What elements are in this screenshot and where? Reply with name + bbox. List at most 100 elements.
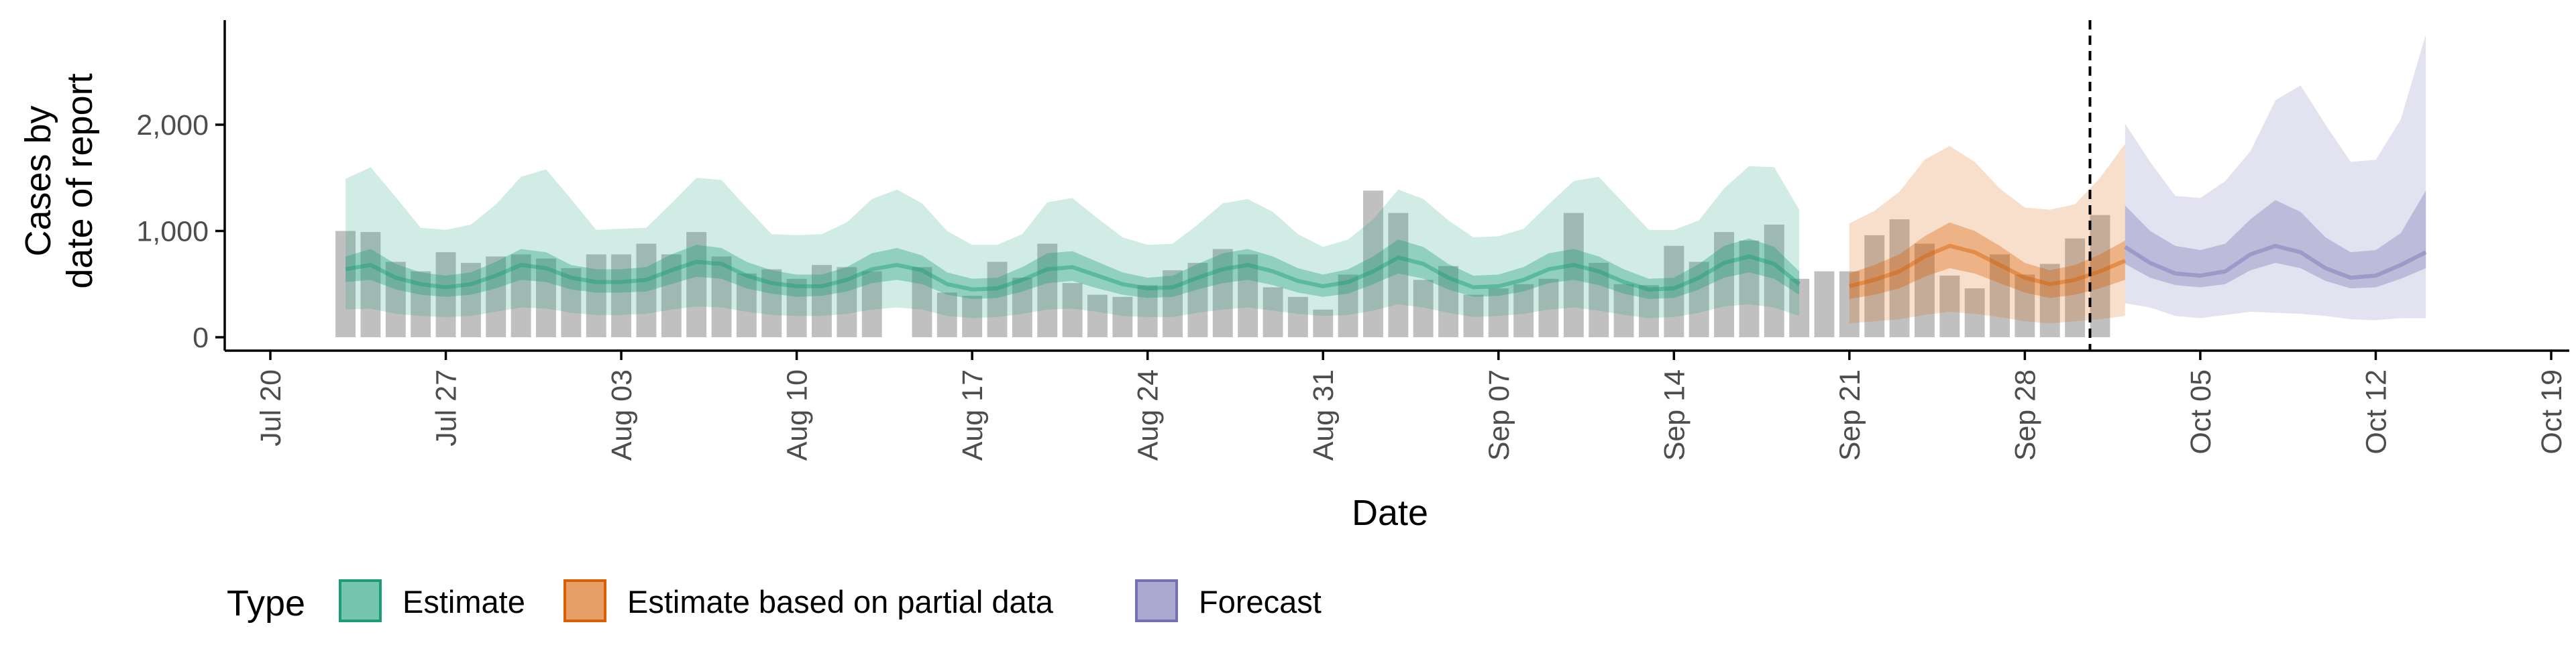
reported-cases-bar <box>2039 263 2060 337</box>
outer-interval-ribbon <box>345 166 1800 318</box>
reported-cases-bar <box>1714 232 1734 337</box>
reported-cases-bar <box>1639 285 1659 337</box>
reported-cases-bar <box>1238 254 1258 337</box>
y-tick-label: 2,000 <box>136 109 209 141</box>
outer-interval-ribbon <box>2125 34 2426 320</box>
reported-cases-bar <box>1688 261 1709 337</box>
x-axis-title: Date <box>1352 493 1428 533</box>
series-estimate-based-on-partial-data <box>1849 143 2126 324</box>
reported-cases-bar <box>661 254 682 337</box>
reported-cases-bar <box>1563 213 1584 337</box>
legend-entry-label: Forecast <box>1199 584 1322 620</box>
reported-cases-bar <box>1413 280 1434 337</box>
x-tick-label: Aug 31 <box>1307 369 1340 461</box>
legend-key-swatch <box>339 579 382 622</box>
reported-cases-bar <box>1513 284 1534 338</box>
reported-cases-bar <box>1363 190 1383 337</box>
reported-cases-bar <box>861 271 882 337</box>
legend-entry: Estimate based on partial data <box>564 579 1054 622</box>
reported-cases-bar <box>461 263 481 337</box>
reported-cases-bar <box>1538 278 1559 337</box>
reported-cases-bar <box>1062 283 1083 337</box>
reported-cases-bar <box>1313 309 1334 337</box>
reported-cases-bar <box>536 258 556 337</box>
reported-cases-bar <box>1964 288 1985 337</box>
reported-cases-bar <box>511 254 531 337</box>
reported-cases-bar <box>1864 235 1885 337</box>
reported-cases-bar <box>1388 213 1409 337</box>
legend-entry: Forecast <box>1135 579 1322 622</box>
y-tick-label: 0 <box>193 322 209 354</box>
outer-interval-ribbon <box>1849 143 2125 324</box>
x-tick-label: Sep 21 <box>1834 369 1866 461</box>
reported-cases-bar <box>1613 284 1634 338</box>
reported-cases-bar <box>561 268 582 337</box>
inner-interval-ribbon <box>1849 222 2125 299</box>
reported-cases-bar <box>936 292 957 337</box>
legend: Type Estimate Estimate based on partial da… <box>227 579 1322 624</box>
reported-cases-bar <box>1212 249 1233 337</box>
reported-cases-bar <box>1187 263 1208 337</box>
reported-cases-bar <box>962 296 983 337</box>
legend-entry-label: Estimate based on partial data <box>627 584 1054 620</box>
reported-cases-bar <box>711 256 732 337</box>
x-tick-label: Aug 10 <box>782 369 814 461</box>
reported-cases-bar <box>1889 219 1910 337</box>
reported-cases-bar <box>1112 296 1133 337</box>
x-tick-label: Oct 05 <box>2185 369 2217 455</box>
legend-entry-label: Estimate <box>402 584 525 620</box>
reported-cases-bar <box>1287 296 1308 337</box>
x-tick-label: Jul 20 <box>255 369 287 447</box>
reported-cases-bar <box>1739 240 1760 337</box>
estimate-ribbons <box>345 34 2427 324</box>
reported-cases-bar <box>411 271 431 337</box>
reported-cases-bar <box>2065 238 2086 337</box>
reported-cases-bar <box>912 267 932 337</box>
x-tick-label: Sep 07 <box>1483 369 1515 461</box>
x-tick-label: Sep 28 <box>2009 369 2041 461</box>
reported-cases-bar <box>1990 254 2010 337</box>
reported-cases-bars <box>335 190 2110 338</box>
median-line <box>2124 243 2427 280</box>
reported-cases-bar <box>1764 225 1784 337</box>
legend-key-swatch <box>564 579 606 622</box>
reported-cases-bar <box>1814 271 1835 337</box>
reported-cases-bar <box>1438 266 1458 337</box>
reported-cases-bar <box>2090 215 2110 337</box>
reported-cases-bar <box>1589 263 1609 337</box>
x-tick-label: Sep 14 <box>1658 369 1690 461</box>
inner-interval-ribbon <box>345 238 1800 299</box>
y-tick-label: 1,000 <box>136 216 209 248</box>
reported-cases-bar <box>837 267 857 337</box>
y-axis-title: Cases bydate of report <box>18 73 100 288</box>
reported-cases-bar <box>1463 294 1484 337</box>
reported-cases-bar <box>385 261 406 337</box>
reported-cases-bar <box>686 232 707 337</box>
reported-cases-bar <box>1939 276 1960 337</box>
legend-entry: Estimate <box>339 579 525 622</box>
series-estimate <box>345 166 1801 318</box>
reported-cases-bar <box>1839 271 1860 337</box>
reported-cases-bar <box>1915 243 1935 337</box>
x-tick-label: Oct 19 <box>2536 369 2568 455</box>
legend-key-swatch <box>1135 579 1178 622</box>
reported-cases-bar <box>1137 285 1158 337</box>
reported-cases-bar <box>1789 278 1810 337</box>
legend-title: Type <box>227 583 305 624</box>
x-tick-label: Aug 24 <box>1132 369 1165 461</box>
inner-interval-ribbon <box>2125 190 2426 289</box>
reported-cases-bar <box>2015 274 2035 337</box>
reported-cases-bar <box>1488 288 1509 337</box>
y-axis-title-line: date of report <box>60 73 100 288</box>
x-tick-label: Aug 17 <box>957 369 989 461</box>
reported-cases-bar <box>360 232 381 337</box>
reported-cases-bar <box>812 265 832 337</box>
reported-cases-bar <box>987 261 1008 337</box>
reported-cases-bar <box>611 254 631 337</box>
reported-cases-bar <box>786 278 807 337</box>
reported-cases-bar <box>335 231 356 337</box>
x-tick-label: Oct 12 <box>2361 369 2393 455</box>
series-forecast <box>2124 34 2427 320</box>
